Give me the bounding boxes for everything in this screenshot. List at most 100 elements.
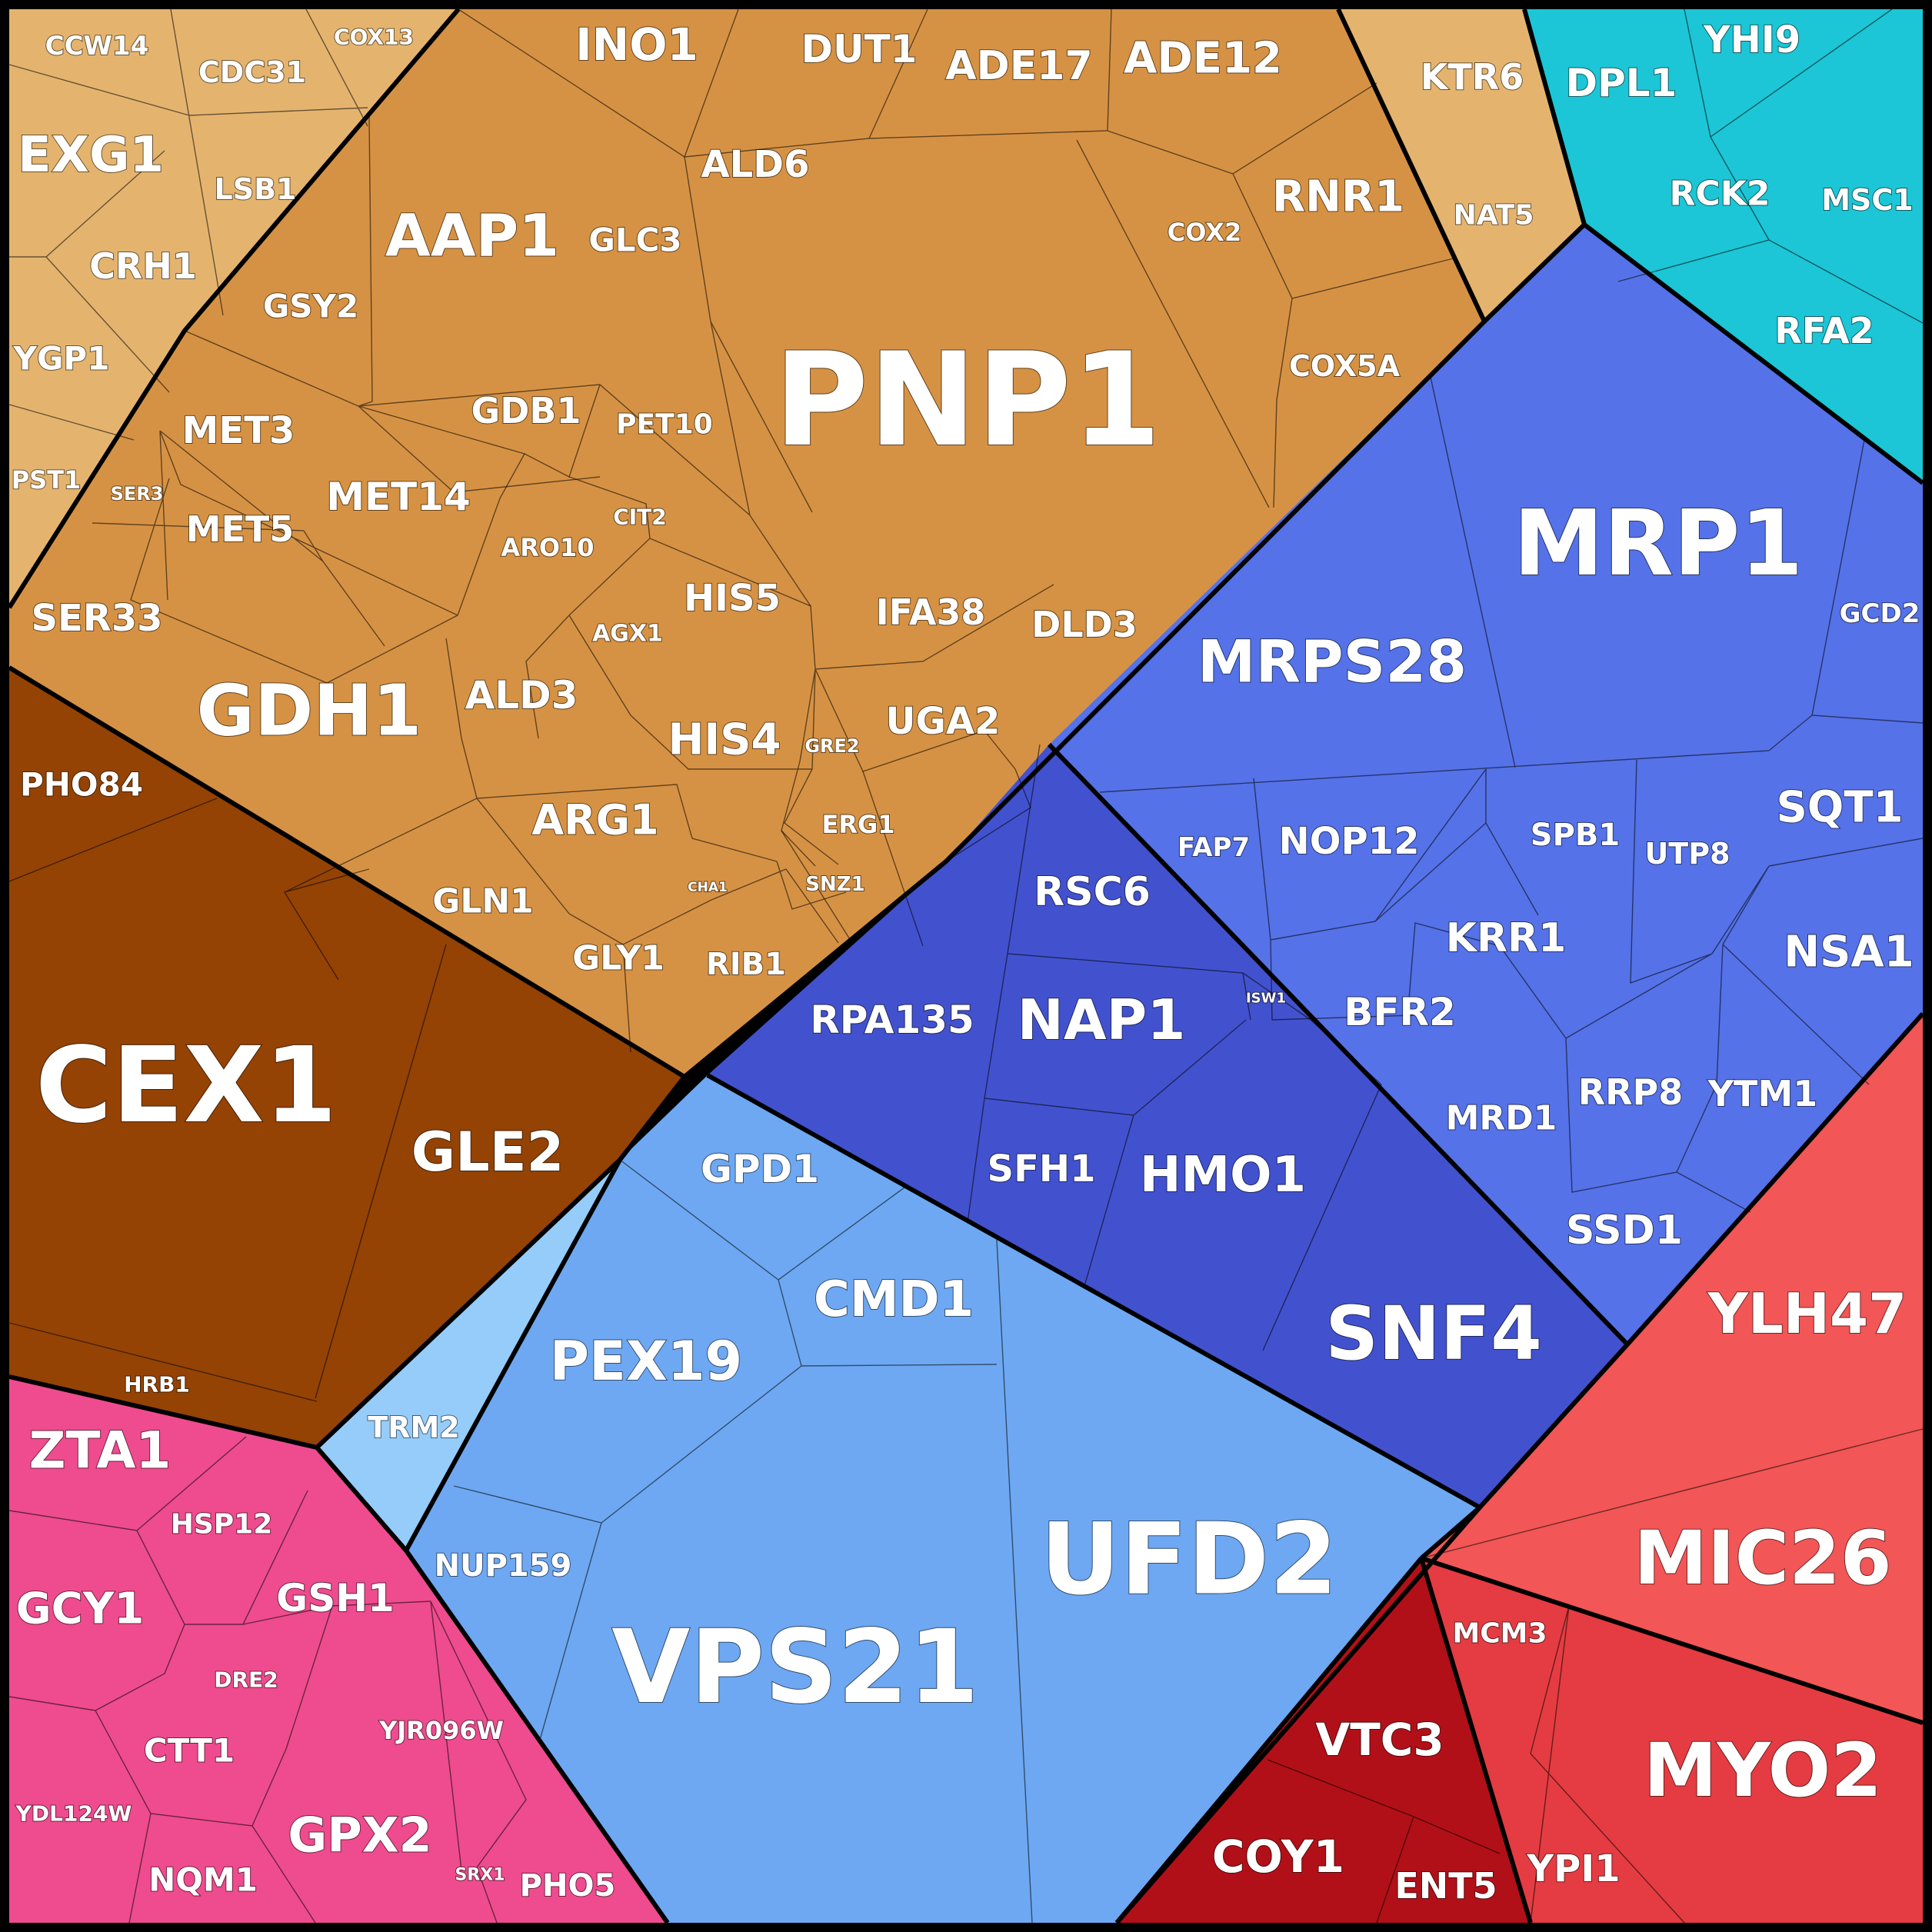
label-snf4: SNF4: [1325, 1291, 1542, 1377]
label-nqm1: NQM1: [148, 1861, 258, 1899]
label-aro10: ARO10: [501, 533, 594, 562]
label-gsy2: GSY2: [263, 288, 358, 325]
label-nat5: NAT5: [1454, 200, 1534, 232]
label-ent5: ENT5: [1394, 1865, 1497, 1907]
region-tan: [9, 9, 458, 608]
label-mic26: MIC26: [1634, 1515, 1891, 1601]
label-ser33: SER33: [31, 597, 162, 640]
label-arg1: ARG1: [531, 796, 658, 844]
label-hmo1: HMO1: [1140, 1147, 1306, 1204]
region-orange: [9, 9, 1484, 1077]
label-exg1: EXG1: [18, 127, 164, 184]
label-ifa38: IFA38: [876, 591, 986, 633]
label-cmd1: CMD1: [814, 1271, 974, 1328]
label-myo2: MYO2: [1644, 1727, 1882, 1814]
label-gdb1: GDB1: [471, 390, 581, 431]
label-cox5a: COX5A: [1289, 349, 1401, 383]
label-mrd1: MRD1: [1446, 1099, 1557, 1138]
region-darkred: [1117, 1558, 1531, 1923]
label-rsc6: RSC6: [1034, 869, 1151, 915]
label-crh1: CRH1: [89, 245, 197, 287]
region-darkblue: [708, 744, 1627, 1507]
label-lsb1: LSB1: [215, 172, 297, 206]
label-yjr096w: YJR096W: [378, 1716, 504, 1745]
label-gdh1: GDH1: [197, 670, 422, 752]
region-cyan: [1524, 9, 1923, 483]
label-rrp8: RRP8: [1578, 1071, 1684, 1113]
label-ade17: ADE17: [945, 43, 1092, 89]
label-vtc3: VTC3: [1315, 1714, 1444, 1766]
label-dut1: DUT1: [801, 27, 917, 72]
label-dld3: DLD3: [1031, 604, 1138, 645]
label-met3: MET3: [182, 409, 295, 452]
label-spb1: SPB1: [1531, 818, 1620, 853]
label-pho5: PHO5: [520, 1868, 616, 1904]
label-erg1: ERG1: [821, 810, 894, 839]
label-ald3: ALD3: [465, 673, 578, 718]
label-bfr2: BFR2: [1344, 990, 1456, 1034]
label-rnr1: RNR1: [1272, 172, 1404, 222]
region-paleblue: [317, 1160, 620, 1551]
label-ald6: ALD6: [701, 143, 810, 186]
label-fap7: FAP7: [1178, 832, 1250, 863]
label-gly1: GLY1: [572, 939, 665, 978]
label-rfa2: RFA2: [1774, 310, 1874, 351]
label-ytm1: YTM1: [1707, 1073, 1817, 1114]
label-nup159: NUP159: [435, 1548, 572, 1584]
label-yhi9: YHI9: [1703, 18, 1800, 62]
label-gpd1: GPD1: [701, 1147, 819, 1191]
label-dre2: DRE2: [214, 1667, 278, 1693]
label-ufd2: UFD2: [1041, 1503, 1338, 1617]
label-ydl124w: YDL124W: [15, 1801, 132, 1827]
label-ser3: SER3: [111, 483, 164, 505]
label-msc1: MSC1: [1821, 183, 1914, 217]
region-crimson: [1421, 1558, 1923, 1923]
label-vps21: VPS21: [611, 1608, 979, 1727]
label-rck2: RCK2: [1670, 175, 1770, 214]
label-isw1: ISW1: [1246, 991, 1286, 1007]
label-dpl1: DPL1: [1566, 61, 1677, 105]
label-gsh1: GSH1: [276, 1576, 395, 1621]
label-nop12: NOP12: [1279, 820, 1420, 863]
label-hrb1: HRB1: [124, 1372, 190, 1397]
label-pex19: PEX19: [550, 1330, 743, 1393]
label-krr1: KRR1: [1446, 915, 1567, 961]
label-gpx2: GPX2: [288, 1807, 431, 1864]
label-pet10: PET10: [616, 409, 713, 441]
label-cit2: CIT2: [613, 505, 667, 530]
label-utp8: UTP8: [1644, 837, 1730, 871]
region-brown: [9, 668, 685, 1447]
label-gcd2: GCD2: [1840, 598, 1920, 629]
label-cox13: COX13: [334, 25, 414, 50]
region-tan-right: [1338, 9, 1584, 321]
cell-labels: PNP1 INO1 DUT1 ADE17 ADE12 ALD6 RNR1 COX…: [11, 18, 1921, 1907]
label-his5: HIS5: [684, 577, 781, 620]
label-rib1: RIB1: [706, 947, 786, 982]
label-pnp1: PNP1: [774, 325, 1161, 475]
region-red: [1421, 1014, 1923, 1723]
label-ctt1: CTT1: [144, 1732, 235, 1770]
label-pst1: PST1: [12, 465, 82, 495]
label-srx1: SRX1: [455, 1866, 505, 1885]
label-cex1: CEX1: [35, 1025, 337, 1147]
label-cox2: COX2: [1168, 218, 1241, 247]
label-ssd1: SSD1: [1566, 1208, 1683, 1254]
label-coy1: COY1: [1212, 1830, 1344, 1883]
label-met5: MET5: [186, 508, 295, 550]
label-hsp12: HSP12: [171, 1509, 273, 1541]
label-zta1: ZTA1: [29, 1421, 172, 1481]
label-sqt1: SQT1: [1776, 783, 1903, 833]
label-ccw14: CCW14: [45, 31, 149, 62]
label-pho84: PHO84: [20, 766, 143, 804]
label-met14: MET14: [326, 475, 471, 519]
label-trm2: TRM2: [368, 1411, 459, 1444]
region-fills: [9, 9, 1923, 1923]
label-his4: HIS4: [668, 715, 781, 765]
label-gre2: GRE2: [804, 735, 859, 757]
label-mrps28: MRPS28: [1198, 628, 1467, 696]
label-gcy1: GCY1: [16, 1584, 145, 1634]
label-ino1: INO1: [575, 18, 698, 71]
label-gle2: GLE2: [411, 1121, 565, 1184]
